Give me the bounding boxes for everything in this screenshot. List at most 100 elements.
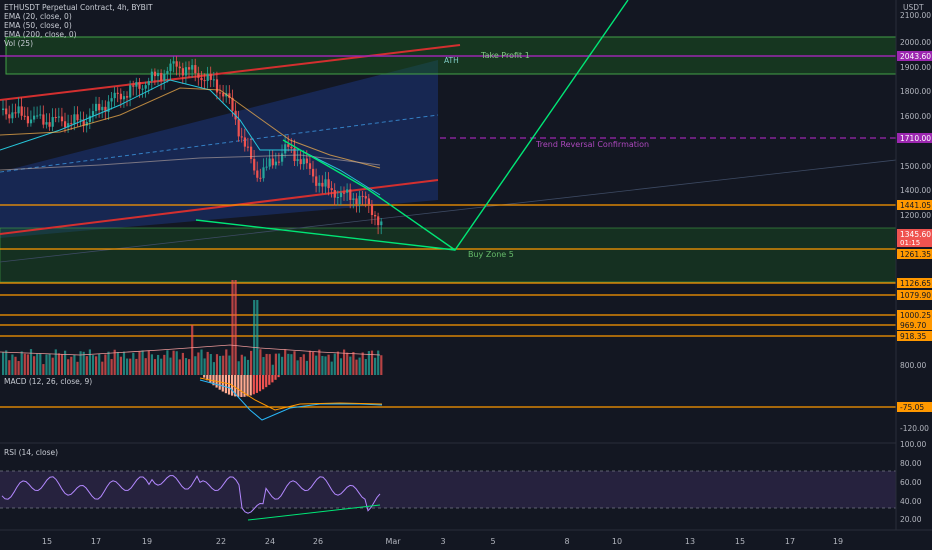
candle-body — [169, 63, 172, 72]
candle-body — [346, 189, 349, 193]
ema20-legend[interactable]: EMA (20, close, 0) — [4, 12, 72, 21]
time-tick: 26 — [313, 537, 323, 546]
candle-body — [302, 158, 305, 165]
volume-bar — [377, 350, 380, 375]
candle-body — [57, 116, 60, 118]
volume-bar — [222, 355, 225, 375]
time-tick: 3 — [440, 537, 445, 546]
volume-bar — [29, 349, 33, 375]
volume-bar — [336, 351, 339, 375]
ema50-legend[interactable]: EMA (50, close, 0) — [4, 21, 72, 30]
volume-bar — [8, 360, 11, 375]
candle-body — [45, 122, 48, 125]
macd-histogram-bar — [237, 375, 240, 397]
candle-body — [122, 96, 126, 100]
ema200-line — [0, 154, 381, 171]
volume-bar — [194, 356, 197, 375]
volume-bar — [76, 361, 79, 375]
currency-label: USDT — [903, 3, 924, 12]
candle-body — [119, 93, 122, 100]
candle-body — [2, 108, 5, 110]
volume-bar — [256, 300, 259, 375]
candle-body — [330, 188, 333, 191]
candle-body — [377, 216, 380, 226]
time-tick: 22 — [216, 537, 226, 546]
candle-body — [163, 73, 166, 81]
volume-bar — [57, 353, 60, 375]
candle-body — [51, 117, 54, 127]
time-tick: 19 — [142, 537, 152, 546]
macd-histogram-bar — [234, 375, 237, 397]
price-axis[interactable]: 2100.00 2000.00 1900.00 1800.00 1600.00 1500.… — [897, 11, 932, 524]
volume-bar — [150, 354, 153, 375]
buy-zone — [0, 227, 897, 283]
volume-bar — [33, 356, 36, 375]
candle-body — [20, 106, 23, 116]
volume-bar — [364, 359, 367, 375]
support-trendline — [195, 219, 456, 251]
volume-bar — [333, 353, 336, 375]
candle-body — [271, 158, 274, 166]
candle-body — [166, 71, 169, 74]
volume-bar — [321, 355, 324, 375]
candle-body — [256, 170, 259, 178]
time-tick: 10 — [612, 537, 622, 546]
candle-body — [352, 198, 355, 200]
price-tick: 1400.00 — [900, 186, 931, 195]
volume-bar — [327, 354, 330, 375]
volume-bar — [122, 351, 126, 375]
candle-body — [153, 71, 157, 77]
volume-bar — [26, 354, 29, 375]
volume-bar — [262, 357, 265, 375]
candle-body — [243, 137, 246, 147]
candle-body — [17, 106, 20, 114]
time-tick: 17 — [91, 537, 101, 546]
candle-body — [95, 103, 98, 112]
volume-bar — [70, 356, 73, 375]
candle-body — [281, 153, 284, 162]
volume-bar — [129, 358, 132, 375]
candle-body — [104, 106, 107, 112]
volume-bar — [85, 356, 88, 375]
time-tick: 24 — [265, 537, 275, 546]
volume-bar — [14, 356, 17, 375]
time-axis[interactable]: 15 17 19 22 24 26 Mar 3 5 8 10 13 15 17 19 — [42, 537, 843, 546]
candle-body — [147, 81, 150, 86]
price-level-value: 1441.05 — [900, 201, 931, 210]
volume-bar — [225, 349, 228, 375]
candle-body — [70, 123, 73, 125]
volume-bar — [346, 352, 349, 375]
volume-bar — [181, 352, 184, 375]
volume-bar — [315, 355, 318, 375]
candle-body — [79, 119, 82, 121]
candle-body — [107, 101, 110, 112]
volume-legend[interactable]: Vol (25) — [4, 39, 34, 48]
rsi-tick: 100.00 — [900, 440, 926, 449]
volume-bar — [88, 349, 91, 375]
candle-body — [315, 176, 318, 186]
macd-level-value: -75.05 — [900, 403, 924, 412]
candle-body — [184, 67, 188, 76]
rsi-legend[interactable]: RSI (14, close) — [4, 448, 59, 457]
candle-body — [88, 115, 91, 122]
volume-bar — [73, 354, 76, 375]
candle-body — [132, 85, 135, 87]
macd-histogram-bar — [203, 375, 206, 378]
volume-bar — [259, 349, 262, 375]
candle-body — [60, 116, 64, 122]
macd-histogram-bar — [255, 375, 258, 393]
macd-signal-line — [199, 377, 383, 411]
volume-bar — [219, 355, 222, 375]
macd-legend[interactable]: MACD (12, 26, close, 9) — [4, 377, 93, 386]
volume-bar — [141, 350, 144, 375]
price-tick: 2000.00 — [900, 38, 931, 47]
time-tick: 15 — [42, 537, 52, 546]
candle-body — [265, 166, 268, 168]
volume-bar — [284, 349, 287, 375]
macd-histogram-bar — [271, 375, 274, 383]
volume-bar — [101, 361, 104, 375]
price-level-tag — [897, 51, 932, 61]
rsi-tick: 60.00 — [900, 478, 922, 487]
ema200-legend[interactable]: EMA (200, close, 0) — [4, 30, 77, 39]
